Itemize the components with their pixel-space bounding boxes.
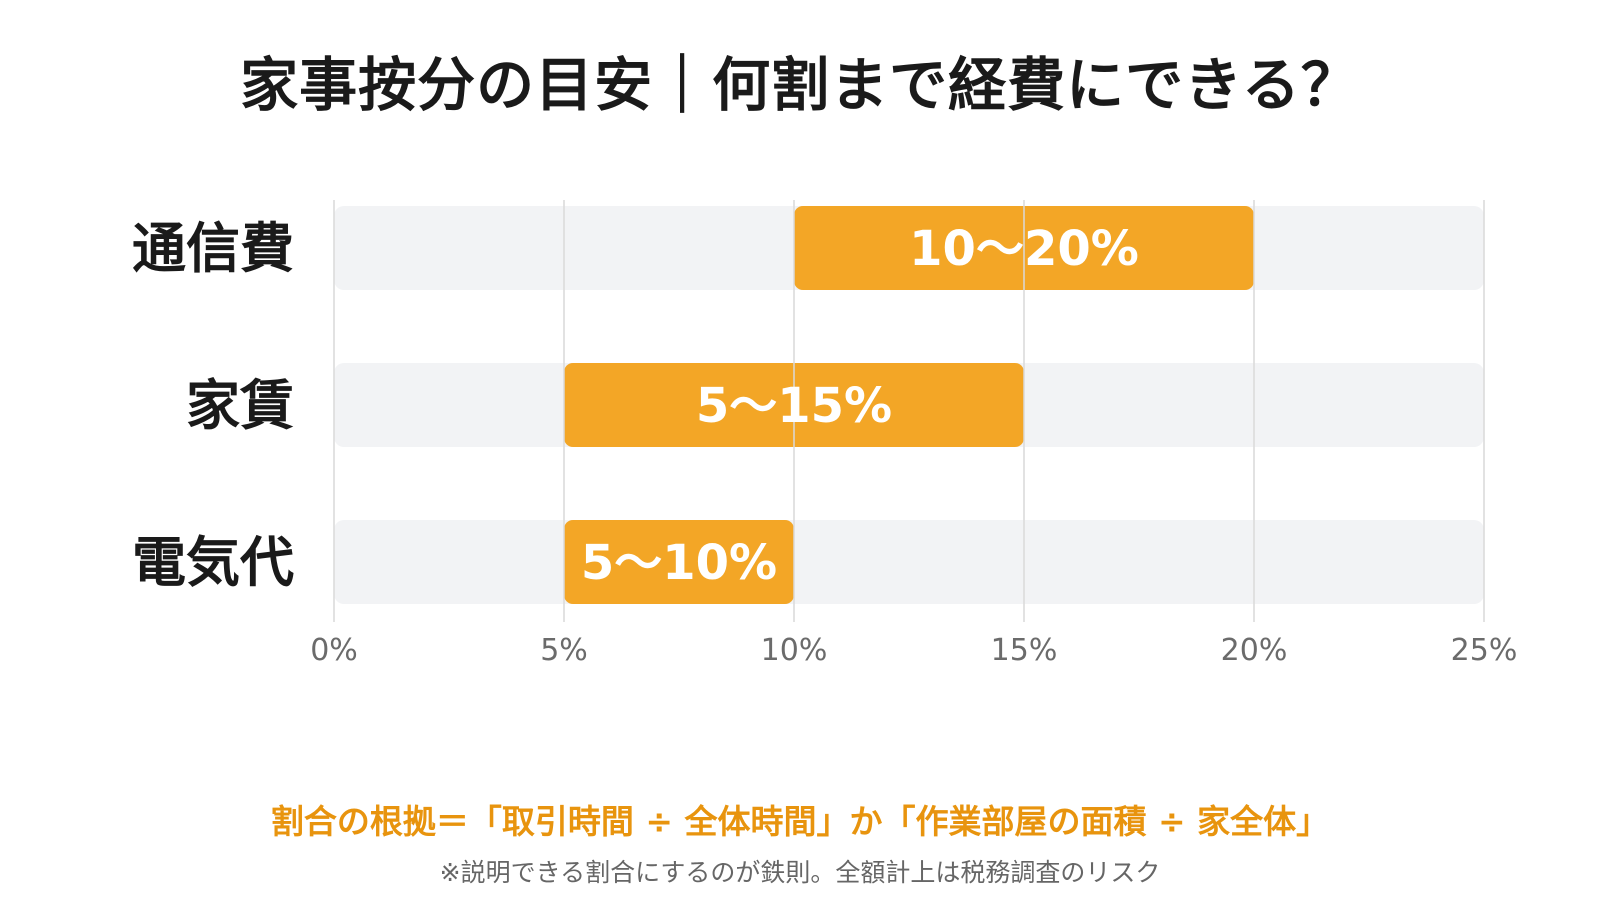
bar-value-label: 5〜15% bbox=[696, 378, 892, 434]
x-tick-label: 10% bbox=[761, 633, 828, 668]
x-tick-label: 0% bbox=[310, 633, 358, 668]
x-tick-label: 15% bbox=[991, 633, 1058, 668]
chart-title: 家事按分の目安｜何割まで経費にできる？ bbox=[240, 51, 1360, 119]
basis-note: 割合の根拠＝「取引時間 ÷ 全体時間」か「作業部屋の面積 ÷ 家全体」 bbox=[270, 802, 1330, 841]
caution-note: ※説明できる割合にするのが鉄則。全額計上は税務調査のリスク bbox=[439, 858, 1161, 887]
category-label: 電気代 bbox=[132, 531, 294, 594]
category-label: 通信費 bbox=[132, 217, 294, 280]
category-label: 家賃 bbox=[186, 374, 294, 437]
bar-value-label: 10〜20% bbox=[909, 221, 1139, 277]
x-axis-ticks: 0% 5% 10% 15% 20% 25% bbox=[310, 633, 1517, 668]
x-tick-label: 5% bbox=[540, 633, 588, 668]
bar-track bbox=[334, 520, 1484, 604]
grid-lines bbox=[333, 200, 1485, 622]
x-tick-label: 20% bbox=[1221, 633, 1288, 668]
x-tick-label: 25% bbox=[1451, 633, 1518, 668]
bar-value-label: 5〜10% bbox=[581, 535, 777, 591]
bar-labels: 10〜20% 5〜15% 5〜10% bbox=[581, 221, 1139, 591]
range-bar bbox=[564, 520, 794, 604]
